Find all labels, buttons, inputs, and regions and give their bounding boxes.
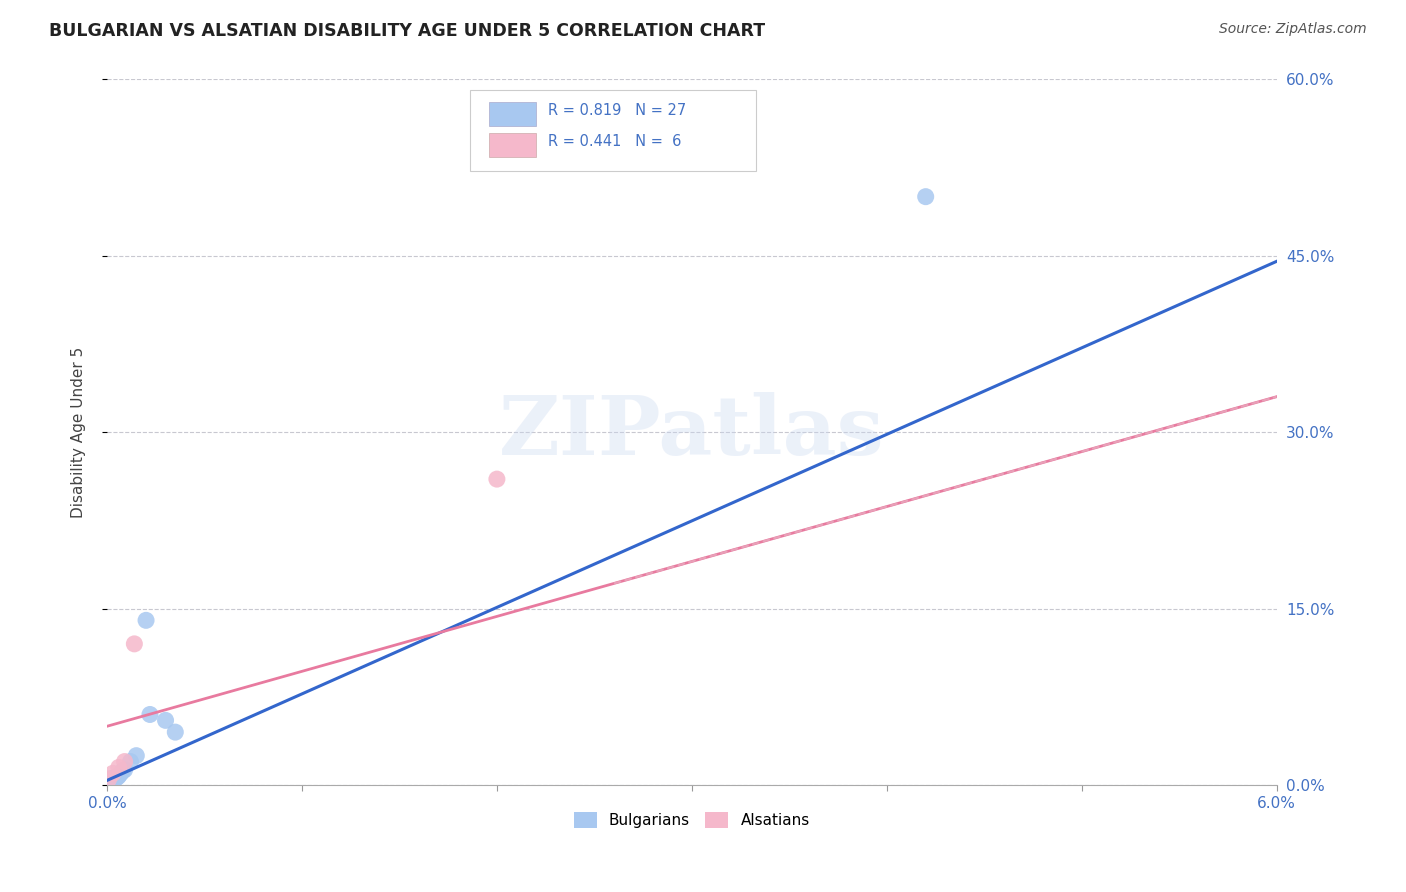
Point <box>110 766 132 780</box>
Point <box>914 189 936 203</box>
Point <box>111 764 134 778</box>
Point <box>100 772 122 787</box>
Point <box>98 772 121 787</box>
Point <box>114 763 136 777</box>
Point <box>104 771 127 785</box>
Point <box>114 755 136 769</box>
Point <box>101 772 124 787</box>
Point <box>101 772 124 787</box>
Point <box>485 472 508 486</box>
FancyBboxPatch shape <box>489 102 536 127</box>
Text: R = 0.441   N =  6: R = 0.441 N = 6 <box>548 135 682 149</box>
Text: BULGARIAN VS ALSATIAN DISABILITY AGE UNDER 5 CORRELATION CHART: BULGARIAN VS ALSATIAN DISABILITY AGE UND… <box>49 22 765 40</box>
Point <box>139 707 162 722</box>
Point <box>100 773 122 788</box>
Point <box>155 714 177 728</box>
Point <box>98 772 121 787</box>
Point <box>120 755 142 769</box>
Text: ZIPatlas: ZIPatlas <box>499 392 884 472</box>
Point <box>107 770 129 784</box>
Point <box>104 772 127 787</box>
Text: Source: ZipAtlas.com: Source: ZipAtlas.com <box>1219 22 1367 37</box>
Point <box>124 637 146 651</box>
Point <box>125 748 148 763</box>
Point <box>101 773 124 788</box>
Point <box>135 613 157 627</box>
Point <box>100 772 122 787</box>
Legend: Bulgarians, Alsatians: Bulgarians, Alsatians <box>568 805 815 834</box>
FancyBboxPatch shape <box>489 133 536 157</box>
Point <box>165 725 187 739</box>
Point <box>98 772 121 787</box>
Point <box>107 769 129 783</box>
FancyBboxPatch shape <box>470 89 756 170</box>
Y-axis label: Disability Age Under 5: Disability Age Under 5 <box>72 346 86 517</box>
Point <box>103 773 125 788</box>
Text: R = 0.819   N = 27: R = 0.819 N = 27 <box>548 103 686 119</box>
Point <box>101 766 124 780</box>
Point <box>105 770 128 784</box>
Point <box>97 772 120 787</box>
Point <box>103 772 125 787</box>
Point <box>107 760 129 774</box>
Point <box>97 772 120 787</box>
